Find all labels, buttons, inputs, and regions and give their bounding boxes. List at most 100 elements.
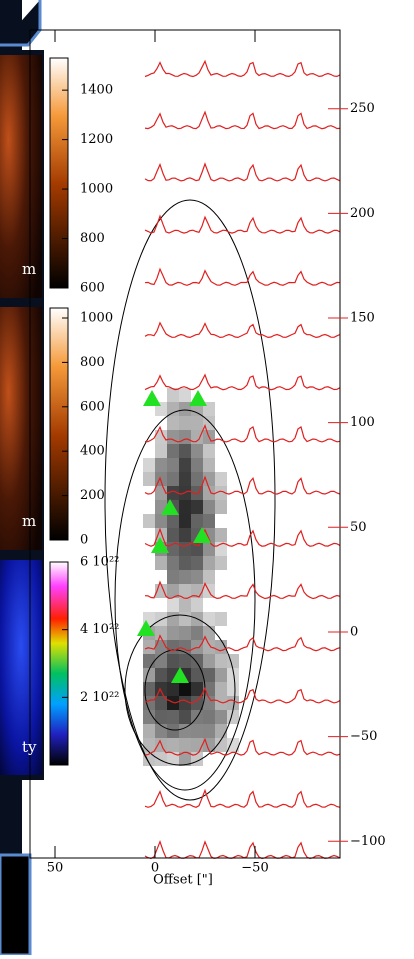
map-pixel (191, 416, 203, 430)
marker (151, 537, 169, 553)
map-pixel (167, 458, 179, 472)
spectrum (144, 687, 341, 704)
map-pixel (203, 556, 215, 570)
map-pixel (215, 710, 227, 724)
colorbar-tick-label: 2 10²² (80, 690, 119, 705)
map-pixel (203, 724, 215, 738)
map-pixel (191, 696, 203, 710)
map-pixel (179, 458, 191, 472)
map-pixel (191, 556, 203, 570)
map-pixel (191, 738, 203, 752)
spectrum (144, 475, 341, 495)
colorbar-tick-label: 800 (80, 231, 105, 246)
map-pixel (155, 626, 167, 640)
map (104, 59, 341, 860)
map-pixel (191, 640, 203, 654)
map-pixel (215, 486, 227, 500)
colorbar-tick-label: 200 (80, 488, 105, 503)
map-pixel (215, 668, 227, 682)
map-pixel (167, 640, 179, 654)
image-panel (0, 307, 42, 550)
map-pixel (215, 696, 227, 710)
map-pixel (179, 472, 191, 486)
map-pixel (203, 472, 215, 486)
colorbar-tick-label: 1200 (80, 132, 113, 147)
marker (189, 390, 207, 406)
plot-frame (29, 29, 341, 859)
map-pixel (155, 458, 167, 472)
map-pixel (191, 570, 203, 584)
map-pixel (191, 514, 203, 528)
colorbar-tick-label: 600 (80, 281, 105, 296)
map-pixel (191, 444, 203, 458)
map-pixel (179, 402, 191, 416)
map-pixel (155, 696, 167, 710)
colorbar-tick-label: 1000 (80, 310, 113, 325)
map-pixel (155, 682, 167, 696)
colorbar (49, 57, 69, 289)
map-pixel (143, 710, 155, 724)
colorbar-tick-label: 6 10²² (80, 555, 119, 570)
map-pixel (215, 612, 227, 626)
spectrum (144, 214, 341, 234)
map-pixel (203, 696, 215, 710)
map-pixel (167, 444, 179, 458)
map-pixel (167, 696, 179, 710)
map-pixel (215, 500, 227, 514)
map-pixel (203, 542, 215, 556)
map-pixel (191, 612, 203, 626)
x-tick-label: −50 (241, 861, 268, 876)
marker (161, 499, 179, 515)
spectrum (144, 59, 341, 78)
map-pixel (203, 640, 215, 654)
map-pixel (215, 682, 227, 696)
spectrum (144, 110, 341, 130)
spectrum (144, 634, 341, 652)
map-pixel (203, 486, 215, 500)
map-pixel (227, 668, 239, 682)
map-pixel (191, 458, 203, 472)
spectrum (144, 373, 341, 391)
map-pixel (191, 724, 203, 738)
map-pixel (227, 696, 239, 710)
map-pixel (191, 430, 203, 444)
x-tick-label: 0 (151, 861, 159, 876)
map-pixel (179, 430, 191, 444)
map-pixel (179, 514, 191, 528)
map-pixel (191, 654, 203, 668)
colorbar-tick-label: 400 (80, 444, 105, 459)
map-pixel (143, 682, 155, 696)
map-pixel (155, 710, 167, 724)
map-pixel (179, 752, 191, 766)
map-pixel (203, 668, 215, 682)
spectrum (144, 839, 341, 860)
x-axis-label: Offset ["] (153, 873, 213, 888)
colorbar-tick-label: 4 10²² (80, 622, 119, 637)
y-tick-label: 0 (350, 624, 358, 639)
map-pixel (143, 514, 155, 528)
map-pixel (203, 458, 215, 472)
map-pixel (215, 724, 227, 738)
map-pixel (167, 402, 179, 416)
map-pixel (191, 598, 203, 612)
image-panel (0, 55, 42, 298)
map-pixel (167, 472, 179, 486)
map-pixel (155, 738, 167, 752)
map-pixel (155, 444, 167, 458)
panel-label: m (22, 260, 36, 278)
map-pixel (143, 738, 155, 752)
map-pixel (203, 570, 215, 584)
map-pixel (179, 654, 191, 668)
map-pixel (155, 752, 167, 766)
map-pixel (203, 514, 215, 528)
map-pixel (155, 528, 167, 542)
map-pixel (167, 556, 179, 570)
colorbar-tick-label: 1400 (80, 83, 113, 98)
map-pixel (179, 584, 191, 598)
map-pixel (167, 598, 179, 612)
map-pixel (179, 710, 191, 724)
panel-label: ty (22, 738, 37, 756)
spectrum (144, 321, 341, 339)
map-pixel (167, 738, 179, 752)
